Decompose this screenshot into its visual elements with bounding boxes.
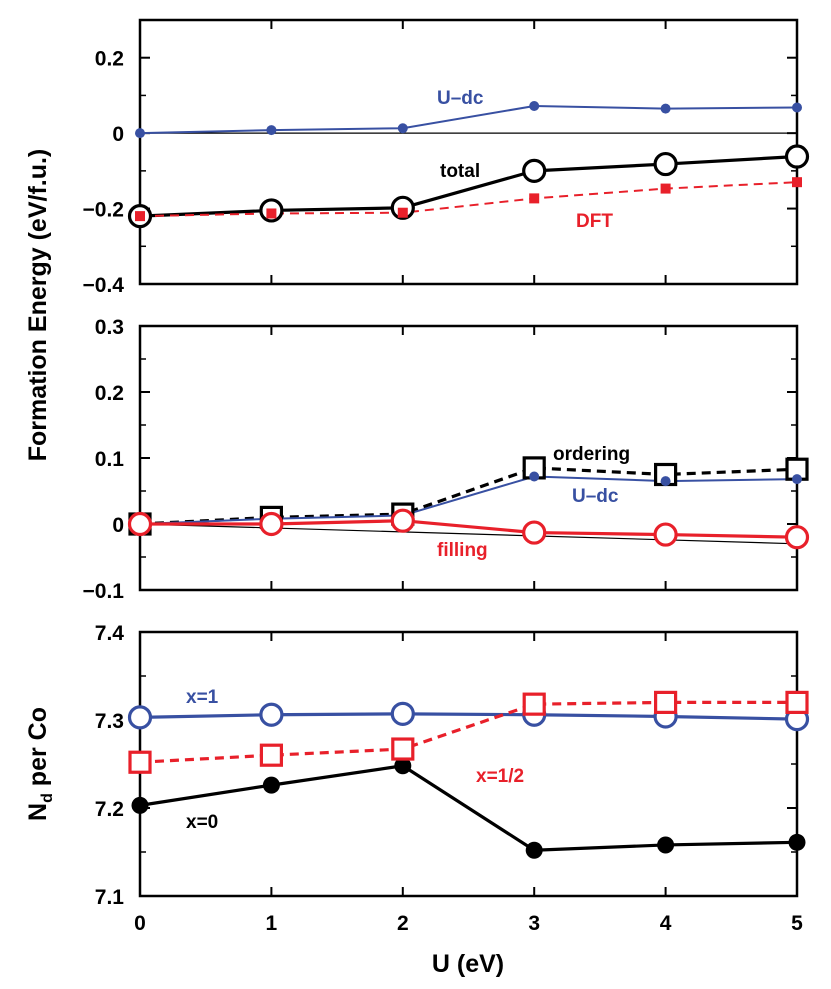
series-line-u-dc	[139, 475, 798, 525]
point-x-0	[262, 776, 280, 794]
x-tick-label: 5	[791, 912, 803, 935]
annot-middle-ordering: ordering	[553, 444, 630, 465]
x-tick-label: 4	[660, 912, 672, 935]
point-x-1	[390, 701, 415, 726]
y-tick-label: −0.4	[83, 274, 125, 297]
y-tick-label: 0.3	[95, 316, 124, 339]
point-filling	[127, 511, 153, 537]
point-u-dc	[397, 123, 408, 134]
point-total	[653, 151, 678, 177]
point-filling	[522, 520, 547, 545]
y-axis-title-nd-rest: per Co	[24, 707, 52, 793]
reference-line	[139, 523, 798, 545]
y-tick-label: 0.2	[95, 48, 124, 71]
y-tick-label: 0	[112, 123, 124, 146]
y-axis-title-nd-sub: d	[39, 793, 56, 803]
point-dft	[266, 208, 277, 219]
annot-top-dft: DFT	[576, 211, 613, 232]
annot-bottom-xhalf: x=1/2	[476, 766, 524, 787]
annot-middle-udc: U–dc	[572, 486, 619, 507]
y-axis-title-nd: Nd per Co	[24, 707, 56, 821]
panel-middle: −0.1 0 0.1 0.2 0.3	[83, 316, 810, 603]
y-tick-label: −0.1	[83, 580, 125, 603]
x-tick-label: 3	[528, 912, 540, 935]
series-line-x-1	[139, 712, 798, 721]
point-filling	[259, 511, 284, 537]
y-tick-label: 7.3	[95, 710, 124, 733]
annot-top-total: total	[440, 161, 480, 182]
point-u-dc	[266, 125, 277, 136]
point-u-dc	[792, 102, 802, 113]
point-x-1-2	[785, 690, 809, 715]
x-tick-label: 2	[397, 912, 409, 935]
series-line-x-0	[139, 764, 798, 852]
x-tick-label: 0	[134, 912, 146, 935]
point-x-0	[394, 757, 412, 775]
panel-bottom: 0 1 2 3 4 5 7.1 7.2 7.3 7.4	[95, 622, 810, 935]
series-line-x-1-2	[139, 700, 797, 764]
y-tick-label: 0.1	[95, 448, 125, 471]
series-line-u-dc	[139, 104, 798, 135]
x-tick-label: 1	[266, 912, 278, 935]
annot-bottom-x0: x=0	[186, 812, 218, 833]
annot-bottom-x1: x=1	[186, 687, 219, 708]
x-axis-title: U (eV)	[432, 950, 504, 978]
point-u-dc	[792, 474, 802, 485]
point-u-dc	[660, 103, 671, 114]
point-x-1-2	[128, 750, 152, 774]
y-tick-label: 7.1	[95, 886, 125, 909]
point-total	[522, 158, 547, 183]
panel-top-frame	[138, 18, 799, 286]
point-dft	[529, 193, 540, 204]
point-x-1	[127, 705, 153, 730]
y-tick-label: 0	[112, 514, 124, 537]
y-tick-label: 0.2	[95, 382, 124, 405]
point-x-1-2	[259, 743, 283, 767]
point-dft	[792, 177, 802, 188]
point-dft	[397, 207, 408, 218]
point-x-1-2	[522, 692, 546, 716]
point-u-dc	[529, 100, 540, 111]
y-tick-label: −0.2	[83, 199, 124, 222]
y-axis-title-nd-main: N	[24, 803, 52, 821]
point-x-0	[131, 796, 149, 814]
series-line-dft	[139, 181, 798, 218]
point-dft	[660, 183, 671, 194]
point-total	[784, 144, 810, 169]
point-x-1-2	[391, 737, 415, 761]
point-filling	[784, 525, 810, 550]
point-x-0	[525, 841, 543, 859]
y-tick-label: 7.4	[95, 622, 125, 645]
point-u-dc	[135, 128, 145, 139]
point-x-1	[259, 702, 284, 727]
panel-top: −0.4 −0.2 0 0.2	[83, 18, 810, 297]
series-line-filling	[140, 519, 798, 539]
series-line-total	[139, 154, 798, 218]
point-filling	[653, 522, 678, 547]
point-x-1-2	[653, 690, 678, 715]
annot-top-udc: U–dc	[437, 88, 484, 109]
y-axis-title-formation-energy: Formation Energy (eV/f.u.)	[24, 149, 52, 462]
point-x-0	[657, 836, 675, 854]
y-tick-label: 7.2	[95, 798, 124, 821]
point-u-dc	[660, 476, 671, 487]
panel-bottom-frame	[138, 630, 799, 898]
annot-middle-filling: filling	[437, 540, 488, 561]
point-u-dc	[529, 471, 540, 482]
point-filling	[390, 508, 415, 533]
point-x-0	[788, 833, 806, 851]
point-dft	[135, 211, 145, 222]
series-line-ordering	[139, 466, 798, 526]
